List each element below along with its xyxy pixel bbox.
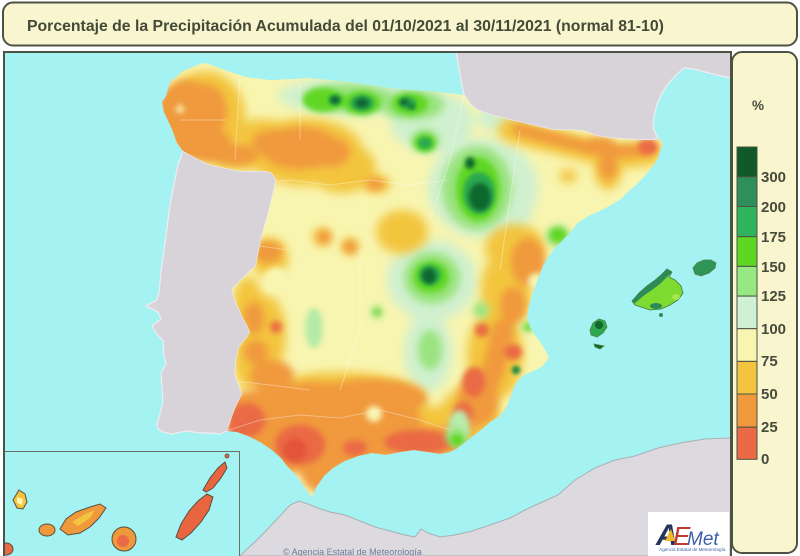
svg-text:25: 25 [761, 419, 778, 436]
svg-text:175: 175 [761, 229, 786, 246]
svg-text:Agencia Estatal de Meteorologí: Agencia Estatal de Meteorología [659, 547, 726, 552]
svg-text:Met: Met [687, 529, 719, 550]
svg-text:E: E [673, 521, 691, 551]
svg-text:75: 75 [761, 353, 778, 370]
svg-text:0: 0 [761, 451, 769, 468]
svg-text:%: % [752, 98, 764, 113]
svg-text:A: A [655, 519, 678, 552]
svg-text:300: 300 [761, 169, 786, 186]
svg-text:125: 125 [761, 288, 786, 305]
svg-text:© Agencia Estatal de Meteorolo: © Agencia Estatal de Meteorología [283, 547, 422, 556]
svg-text:200: 200 [761, 199, 786, 216]
svg-text:50: 50 [761, 386, 778, 403]
svg-text:Porcentaje de la Precipitación: Porcentaje de la Precipitación Acumulada… [27, 18, 664, 35]
svg-text:150: 150 [761, 259, 786, 276]
svg-text:100: 100 [761, 321, 786, 338]
